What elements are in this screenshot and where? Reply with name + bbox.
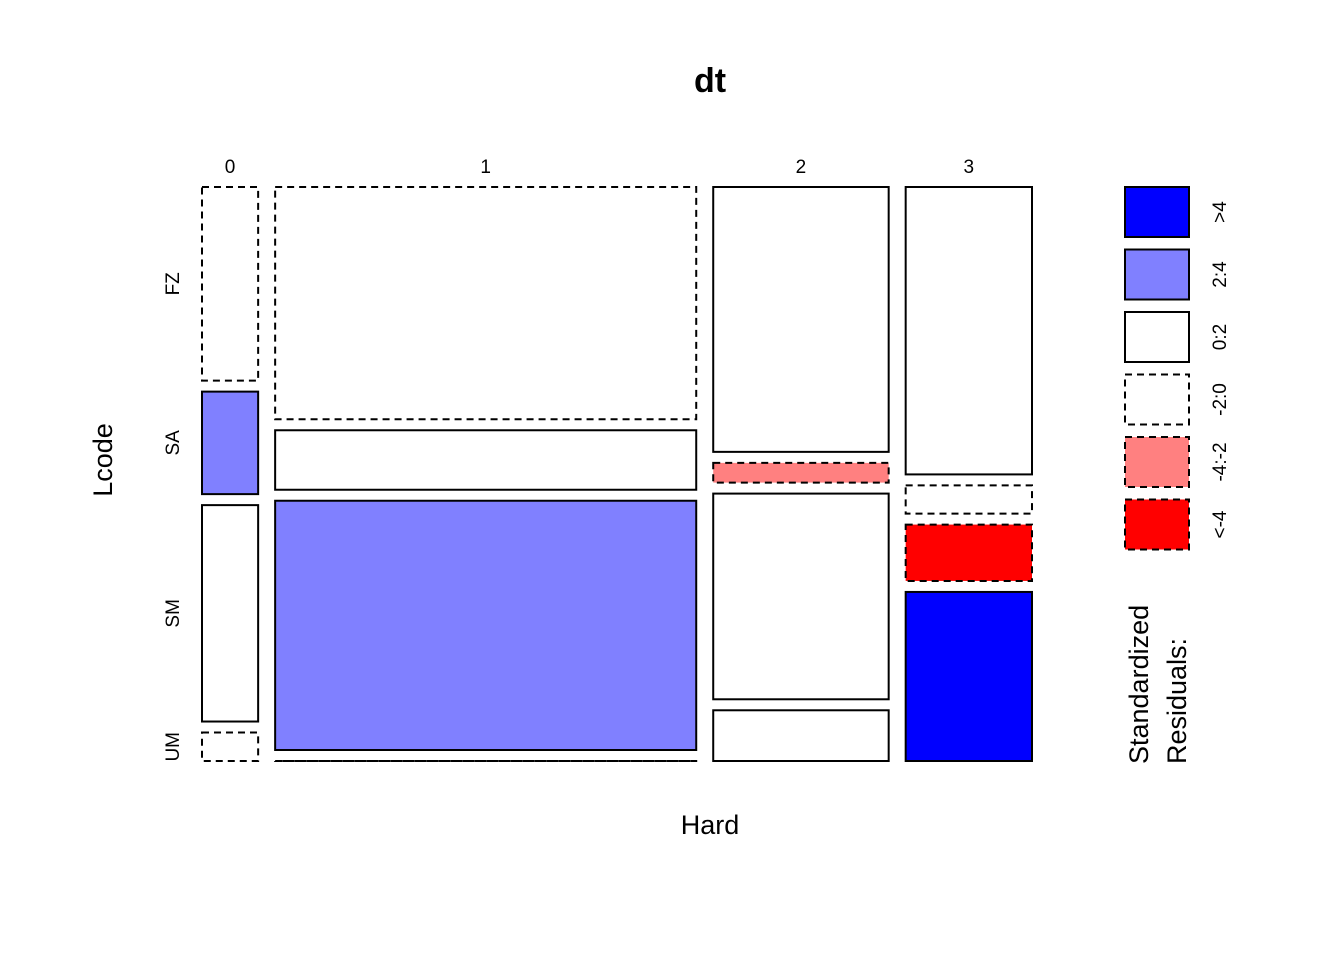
legend-swatch--4:-2 [1124,436,1190,488]
legend-swatch--2:0 [1124,373,1190,426]
mosaic-tiles [201,186,1033,763]
legend-swatch->4 [1124,186,1190,238]
x-axis-label: Hard [681,810,740,840]
legend-title-line2: Residuals: [1162,638,1192,764]
chart-title: dt [694,62,726,100]
y-tick-labels: FZ SA SM UM [163,272,184,762]
legend-label-<-4: <-4 [1210,510,1231,538]
tile-2-SM [712,492,890,701]
y-tick-FZ: FZ [163,272,184,296]
x-tick-3: 3 [964,157,975,178]
legend-label->4: >4 [1210,201,1231,223]
legend-swatch-2:4 [1124,248,1190,301]
tile-2-UM [712,709,890,762]
x-tick-labels: 0 1 2 3 [225,157,974,178]
legend-items: >4 2:4 0:2 -2:0 -4:-2 <-4 [1124,186,1231,551]
tile-3-UM [904,590,1033,762]
y-tick-SA: SA [163,430,184,456]
legend-label-2:4: 2:4 [1210,261,1231,288]
tile-1-FZ [274,186,698,421]
tile-0-FZ [201,186,260,382]
legend-title-line1: Standardized [1124,605,1154,764]
tile-0-UM [201,731,260,762]
x-tick-0: 0 [225,157,236,178]
tile-2-SA [712,461,890,484]
tile-2-FZ [712,186,890,453]
tile-3-SM [904,523,1033,582]
x-tick-2: 2 [796,157,807,178]
y-tick-SM: SM [163,599,184,628]
legend-label--4:-2: -4:-2 [1210,442,1231,481]
tile-0-SA [201,390,260,496]
y-tick-UM: UM [163,732,184,762]
tile-3-SA [904,484,1033,515]
legend-swatch-0:2 [1124,311,1190,363]
legend: >4 2:4 0:2 -2:0 -4:-2 <-4 Standardized Residu… [1124,186,1231,764]
x-tick-1: 1 [480,157,491,178]
legend-label--2:0: -2:0 [1210,383,1231,416]
legend-swatch-<-4 [1124,498,1190,551]
tile-1-SA [274,429,698,491]
tile-3-FZ [904,186,1033,476]
tile-0-SM [201,504,260,723]
legend-label-0:2: 0:2 [1210,324,1231,350]
y-axis-label: Lcode [88,423,118,497]
tile-1-SM [274,499,698,752]
